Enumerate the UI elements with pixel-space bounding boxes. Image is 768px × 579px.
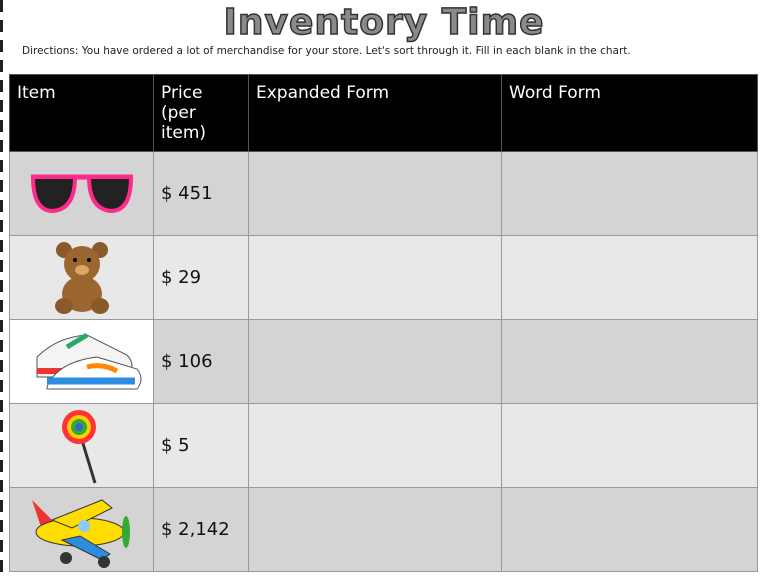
- table-row: $ 29: [9, 235, 758, 320]
- price-cell: $ 2,142: [153, 487, 249, 572]
- word-form-blank[interactable]: [501, 403, 758, 488]
- expanded-form-blank[interactable]: [248, 487, 502, 572]
- word-form-blank[interactable]: [501, 487, 758, 572]
- header-price: Price (per item): [153, 74, 249, 152]
- page-edge-dashes: [0, 0, 3, 579]
- word-form-blank[interactable]: [501, 319, 758, 404]
- table-row: $ 106: [9, 319, 758, 404]
- expanded-form-blank[interactable]: [248, 235, 502, 320]
- price-cell: $ 451: [153, 151, 249, 236]
- price-cell: $ 29: [153, 235, 249, 320]
- expanded-form-blank[interactable]: [248, 403, 502, 488]
- header-expanded: Expanded Form: [248, 74, 502, 152]
- word-form-blank[interactable]: [501, 151, 758, 236]
- inventory-table: Item Price (per item) Expanded Form Word …: [9, 74, 758, 572]
- expanded-form-blank[interactable]: [248, 319, 502, 404]
- page-title: Inventory Time: [223, 1, 545, 44]
- sunglasses-image: [9, 151, 154, 236]
- lollipop-image: [9, 403, 154, 488]
- table-row: $ 2,142: [9, 487, 758, 572]
- word-form-blank[interactable]: [501, 235, 758, 320]
- header-price-line2: (per item): [161, 103, 207, 143]
- table-row: $ 5: [9, 403, 758, 488]
- header-row: Item Price (per item) Expanded Form Word …: [9, 74, 758, 152]
- table-row: $ 451: [9, 151, 758, 236]
- header-price-line1: Price: [161, 83, 203, 103]
- header-word: Word Form: [501, 74, 758, 152]
- sneakers-image: [9, 319, 154, 404]
- price-cell: $ 106: [153, 319, 249, 404]
- header-item: Item: [9, 74, 154, 152]
- directions: Directions: You have ordered a lot of me…: [22, 45, 631, 57]
- teddy-bear-image: [9, 235, 154, 320]
- expanded-form-blank[interactable]: [248, 151, 502, 236]
- price-cell: $ 5: [153, 403, 249, 488]
- toy-airplane-image: [9, 487, 154, 572]
